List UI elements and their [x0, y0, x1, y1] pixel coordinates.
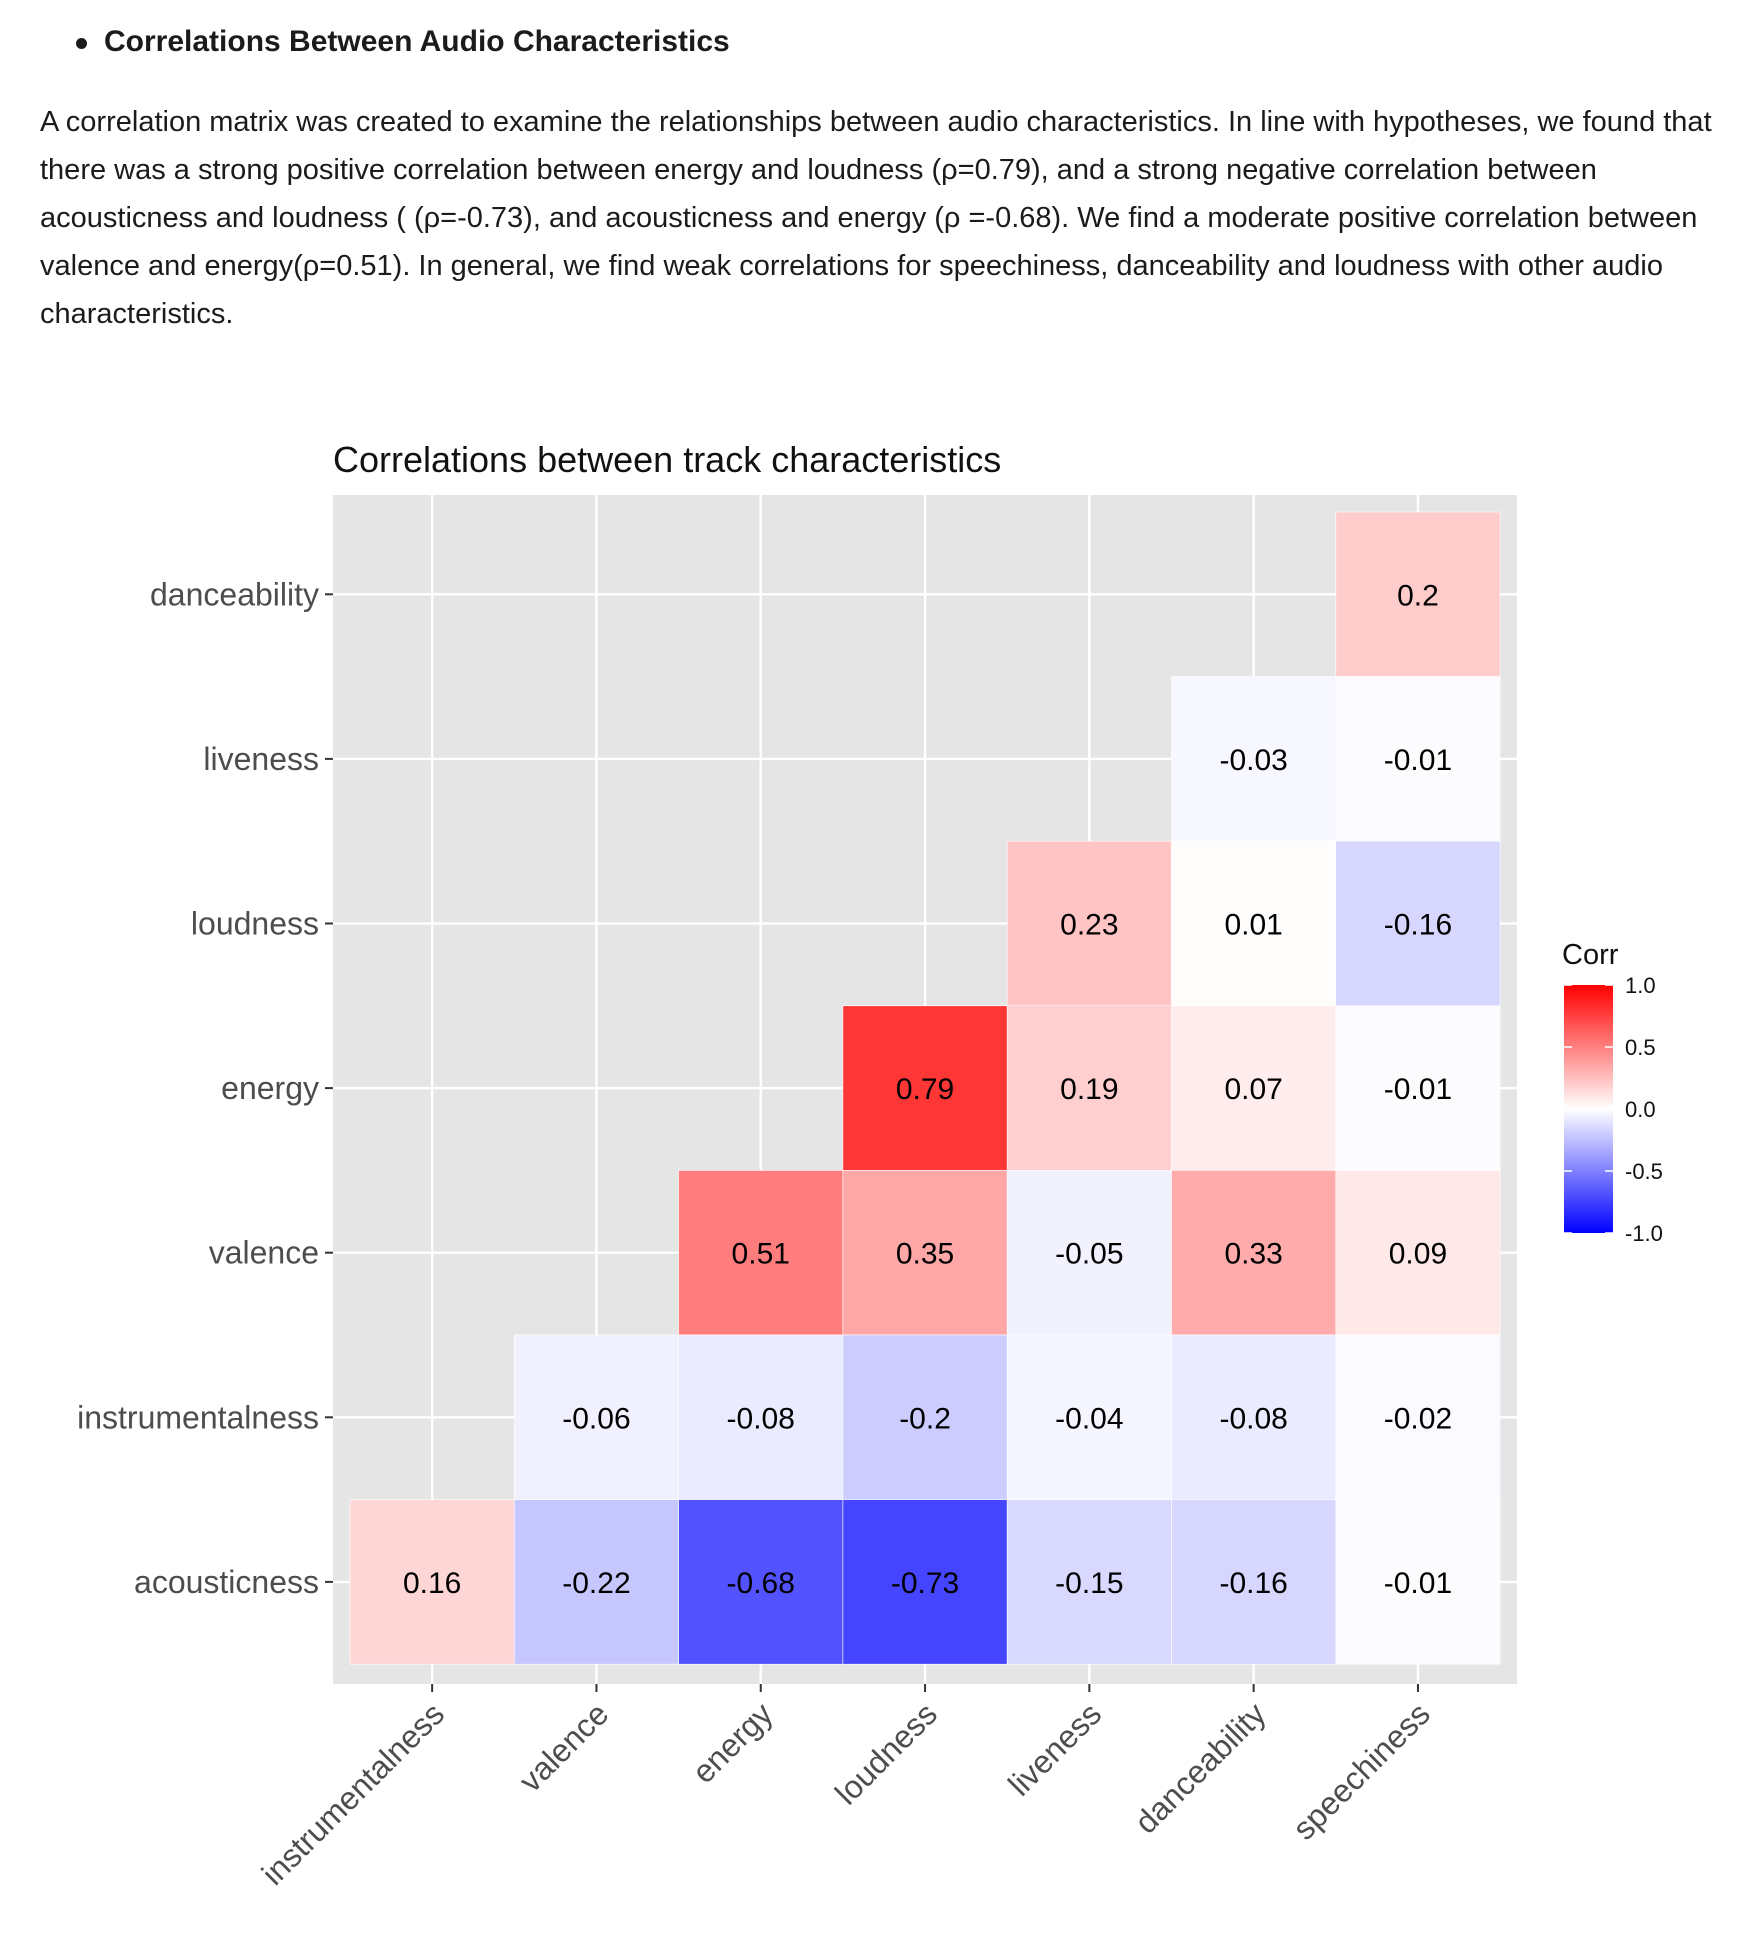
- y-axis-tick-label: instrumentalness: [77, 1399, 319, 1435]
- heatmap-cell: [1006, 1005, 1172, 1171]
- cell-value-label: -0.08: [727, 1402, 795, 1435]
- legend-tick-label: 1.0: [1625, 973, 1656, 998]
- heatmap-cell: [842, 1005, 1008, 1171]
- cell-value-label: 0.07: [1224, 1073, 1282, 1106]
- y-axis-tick-label: liveness: [203, 741, 319, 777]
- section-heading-list: Correlations Between Audio Characteristi…: [70, 20, 730, 64]
- heatmap-cell: [1335, 1499, 1501, 1665]
- y-axis-tick-label: valence: [209, 1235, 319, 1271]
- heatmap-cell: [1335, 1334, 1501, 1500]
- cell-value-label: 0.33: [1224, 1238, 1282, 1271]
- bullet-icon: [76, 38, 87, 49]
- cell-value-label: -0.05: [1055, 1238, 1123, 1271]
- heatmap-cell: [1171, 1334, 1337, 1500]
- x-axis-tick-label: speechiness: [1286, 1695, 1437, 1846]
- cell-value-label: 0.01: [1224, 909, 1282, 942]
- cell-value-label: 0.51: [732, 1238, 790, 1271]
- heatmap-cell: [678, 1499, 844, 1665]
- y-axis-tick-label: acousticness: [134, 1564, 319, 1600]
- cell-value-label: 0.2: [1397, 579, 1439, 612]
- x-axis-tick-label: valence: [512, 1695, 615, 1798]
- cell-value-label: -0.02: [1384, 1402, 1452, 1435]
- cell-value-label: 0.35: [896, 1238, 954, 1271]
- heatmap-cell: [1171, 1005, 1337, 1171]
- legend-colorbar: [1564, 985, 1613, 1233]
- cell-value-label: -0.04: [1055, 1402, 1123, 1435]
- correlation-heatmap-chart: Correlations between track characteristi…: [0, 420, 1750, 1944]
- chart-title: Correlations between track characteristi…: [333, 439, 1001, 480]
- x-axis-tick-label: loudness: [828, 1695, 944, 1811]
- y-axis-tick-label: danceability: [150, 576, 319, 612]
- heatmap-cell: [1006, 1499, 1172, 1665]
- heatmap-cell: [1335, 840, 1501, 1007]
- legend-tick-label: 0.0: [1625, 1097, 1656, 1122]
- heatmap-cell: [1335, 676, 1501, 842]
- y-axis-tick-label: loudness: [191, 906, 319, 942]
- x-axis-tick-label: liveness: [1001, 1695, 1108, 1802]
- heatmap-cell: [678, 1334, 844, 1500]
- section-heading-text: Correlations Between Audio Characteristi…: [104, 25, 730, 58]
- legend-tick-label: -0.5: [1625, 1159, 1663, 1184]
- heatmap-cell: [1006, 1334, 1172, 1500]
- heatmap-cell: [1006, 840, 1172, 1007]
- cell-value-label: -0.03: [1219, 744, 1287, 777]
- cell-value-label: 0.16: [403, 1567, 461, 1600]
- intro-paragraph: A correlation matrix was created to exam…: [40, 106, 1712, 330]
- cell-value-label: 0.09: [1389, 1238, 1447, 1271]
- heatmap-cell: [1171, 1499, 1337, 1665]
- x-axis-tick-label: danceability: [1128, 1695, 1273, 1840]
- legend-title: Corr: [1562, 939, 1619, 971]
- cell-value-label: 0.19: [1060, 1073, 1118, 1106]
- cell-value-label: -0.68: [727, 1567, 795, 1600]
- cell-value-label: -0.01: [1384, 1073, 1452, 1106]
- x-axis-tick-label: energy: [685, 1695, 780, 1790]
- cell-value-label: -0.06: [562, 1402, 630, 1435]
- heatmap-cell: [1335, 511, 1501, 677]
- heatmap-cell: [1335, 1170, 1501, 1336]
- heatmap-cell: [513, 1499, 679, 1665]
- cell-value-label: -0.08: [1219, 1402, 1287, 1435]
- cell-value-label: -0.16: [1219, 1567, 1287, 1600]
- heatmap-cell: [349, 1499, 515, 1665]
- heatmap-svg: Correlations between track characteristi…: [77, 439, 1663, 1892]
- legend-tick-label: -1.0: [1625, 1221, 1663, 1246]
- section-heading: Correlations Between Audio Characteristi…: [70, 20, 730, 64]
- heatmap-cell: [1171, 676, 1337, 842]
- cell-value-label: -0.15: [1055, 1567, 1123, 1600]
- heatmap-cell: [1006, 1170, 1172, 1336]
- cell-value-label: -0.01: [1384, 744, 1452, 777]
- cell-value-label: -0.01: [1384, 1567, 1452, 1600]
- cell-value-label: -0.22: [562, 1567, 630, 1600]
- y-axis-tick-label: energy: [221, 1070, 319, 1106]
- cell-value-label: 0.79: [896, 1073, 954, 1106]
- cell-value-label: 0.23: [1060, 909, 1118, 942]
- cell-value-label: -0.2: [899, 1402, 951, 1435]
- heatmap-cell: [842, 1499, 1008, 1665]
- heatmap-cell: [678, 1170, 844, 1336]
- cell-value-label: -0.73: [891, 1567, 959, 1600]
- cell-value-label: -0.16: [1384, 909, 1452, 942]
- x-axis-tick-label: instrumentalness: [255, 1695, 451, 1891]
- legend-tick-label: 0.5: [1625, 1035, 1656, 1060]
- heatmap-cell: [513, 1334, 679, 1500]
- heatmap-cell: [1171, 1170, 1337, 1336]
